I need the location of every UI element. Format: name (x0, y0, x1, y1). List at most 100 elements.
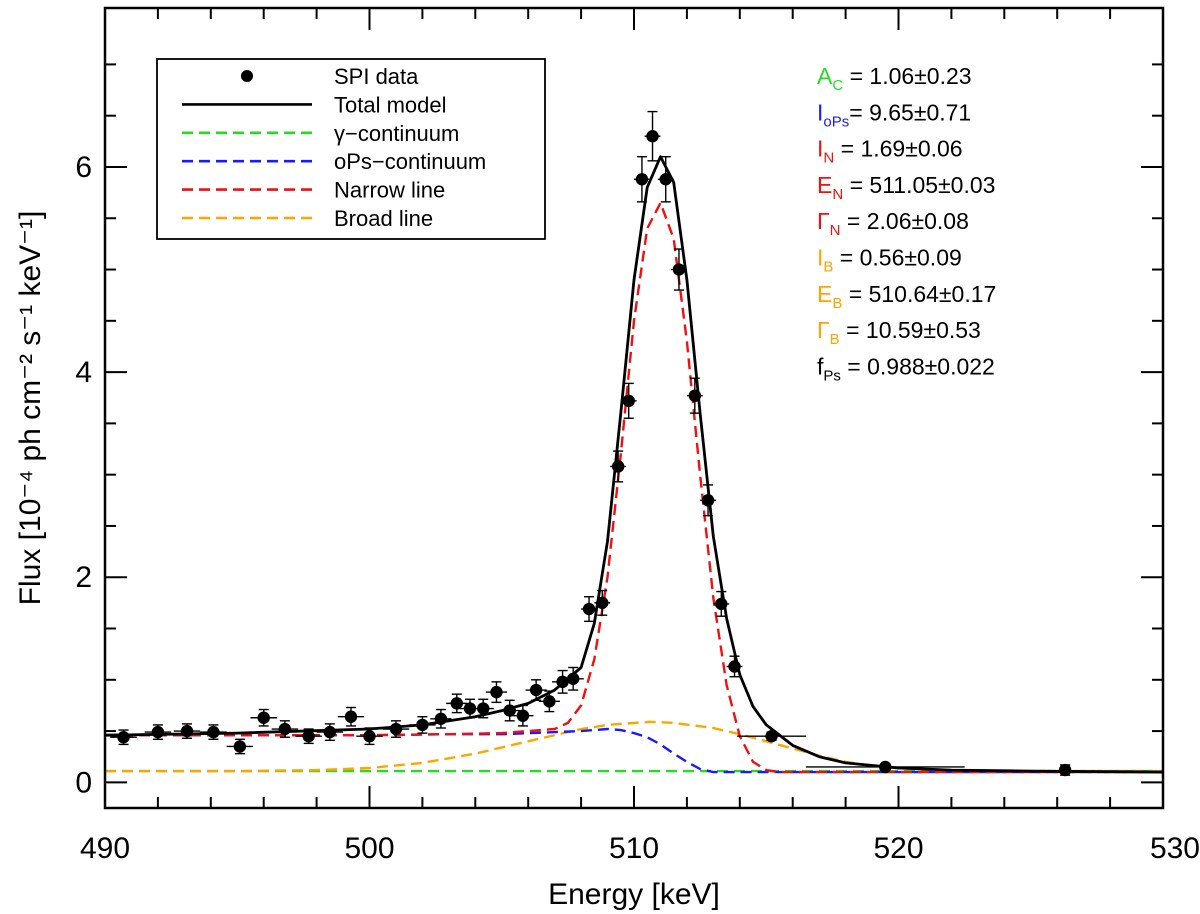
data-point (226, 738, 254, 755)
data-marker (543, 695, 556, 708)
data-point (200, 724, 227, 740)
data-marker (257, 711, 270, 724)
data-point (144, 724, 172, 740)
data-marker (278, 722, 292, 736)
parameter-row: AC = 1.06±0.23 (817, 63, 972, 94)
data-marker (207, 725, 220, 739)
series-line-narrow-line (105, 201, 1163, 774)
legend-label: Narrow line (334, 178, 445, 203)
data-point (173, 723, 201, 739)
ticks-layer (104, 8, 1164, 808)
parameter-subscript: oPs (823, 113, 849, 130)
parameter-row: EN = 511.05±0.03 (817, 172, 995, 203)
parameter-subscript: B (830, 331, 840, 348)
data-marker (151, 725, 165, 739)
parameter-row: ΓB = 10.59±0.53 (817, 317, 981, 348)
data-point (805, 760, 965, 774)
parameter-subscript: C (832, 77, 843, 94)
legend-label: oPs−continuum (334, 149, 486, 174)
data-marker (463, 702, 477, 715)
data-point (110, 729, 137, 746)
data-marker (180, 724, 194, 738)
data-marker (503, 704, 516, 717)
data-point (657, 156, 674, 203)
data-point (1058, 763, 1072, 777)
parameter-subscript: N (830, 222, 841, 239)
parameter-value: = 0.56±0.09 (833, 245, 961, 271)
parameter-row: IoPs= 9.65±0.71 (817, 99, 971, 130)
parameter-value: = 511.05±0.03 (843, 172, 995, 198)
data-point (634, 156, 650, 203)
parameter-row: IN = 1.69±0.06 (817, 136, 963, 167)
parameter-subscript: Ps (823, 367, 841, 384)
data-point (594, 589, 611, 616)
parameter-symbol: Γ (817, 208, 830, 234)
parameter-symbol: E (817, 172, 832, 198)
parameter-symbol: I (817, 245, 823, 271)
data-marker (688, 389, 702, 402)
y-axis-title: Flux [10⁻⁴ ph cm⁻² s⁻¹ keV⁻¹] (14, 211, 47, 606)
data-point (538, 690, 560, 713)
legend-label: Total model (334, 92, 447, 117)
legend-box (156, 58, 546, 240)
y-tick-label: 0 (75, 766, 92, 799)
y-tick-label: 4 (75, 356, 92, 389)
data-marker (389, 722, 403, 736)
parameter-subscript: B (832, 295, 842, 312)
data-point (271, 720, 299, 738)
data-point (581, 596, 597, 623)
x-axis-title: Energy [keV] (548, 878, 720, 911)
data-point (472, 698, 494, 719)
legend-label: SPI data (334, 64, 419, 89)
data-point (446, 693, 468, 714)
parameter-subscript: N (823, 150, 834, 167)
parameter-row: IB = 0.56±0.09 (817, 245, 962, 276)
data-marker (659, 173, 672, 186)
data-marker (516, 709, 530, 722)
data-point (512, 704, 534, 727)
legend: SPI data Total model γ−continuum oPs−contin… (156, 58, 546, 240)
data-marker (635, 173, 649, 186)
data-point (686, 377, 703, 414)
x-tick-label: 530 (1150, 832, 1200, 865)
data-point (726, 655, 743, 678)
parameter-value: = 0.988±0.022 (841, 353, 995, 379)
y-tick-label: 2 (75, 561, 92, 594)
parameter-value: = 9.65±0.71 (849, 99, 971, 125)
data-marker (416, 718, 429, 732)
data-point (671, 248, 687, 291)
plot-frame (103, 6, 1165, 810)
parameter-value: = 2.06±0.08 (841, 208, 969, 234)
data-point (459, 698, 481, 719)
parameter-row: EB = 510.64±0.17 (817, 281, 996, 312)
data-point (525, 679, 547, 702)
data-point (562, 666, 584, 691)
data-point (485, 681, 508, 704)
data-marker (566, 672, 580, 685)
data-point (610, 450, 627, 483)
data-point (737, 730, 806, 743)
data-marker (646, 130, 659, 143)
parameter-subscript: B (823, 259, 833, 276)
parameter-symbol: A (817, 63, 833, 89)
series-layer (104, 110, 1164, 777)
x-tick-label: 490 (80, 832, 130, 865)
x-tick-label: 510 (609, 832, 659, 865)
data-marker (323, 725, 337, 739)
data-marker (556, 675, 569, 689)
parameter-symbol: E (817, 281, 832, 307)
parameter-value: = 510.64±0.17 (842, 281, 996, 307)
parameter-subscript: N (832, 186, 843, 203)
data-marker (450, 697, 463, 710)
data-point (644, 110, 661, 162)
parameter-value: = 1.69±0.06 (834, 136, 962, 162)
parameter-value: = 10.59±0.53 (840, 317, 981, 343)
series-line-broad-line (105, 720, 1163, 773)
parameter-symbol: I (817, 136, 823, 162)
labels-layer: 490 500 510 520 530 0 2 4 6 Energy [keV] Flux [10⁻… (14, 151, 1200, 911)
legend-label: γ−continuum (334, 121, 459, 146)
y-tick-label: 6 (75, 151, 92, 184)
data-marker (611, 460, 625, 473)
